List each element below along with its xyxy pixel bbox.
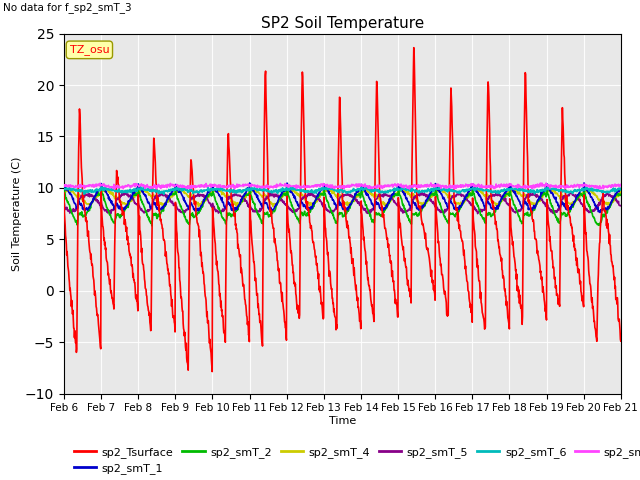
Title: SP2 Soil Temperature: SP2 Soil Temperature <box>260 16 424 31</box>
Legend: sp2_Tsurface, sp2_smT_1, sp2_smT_2, sp2_smT_4, sp2_smT_5, sp2_smT_6, sp2_smT_7: sp2_Tsurface, sp2_smT_1, sp2_smT_2, sp2_… <box>70 443 640 479</box>
X-axis label: Time: Time <box>329 416 356 426</box>
Y-axis label: Soil Temperature (C): Soil Temperature (C) <box>12 156 22 271</box>
Text: TZ_osu: TZ_osu <box>70 44 109 55</box>
Text: No data for f_sp2_smT_3: No data for f_sp2_smT_3 <box>3 2 132 13</box>
